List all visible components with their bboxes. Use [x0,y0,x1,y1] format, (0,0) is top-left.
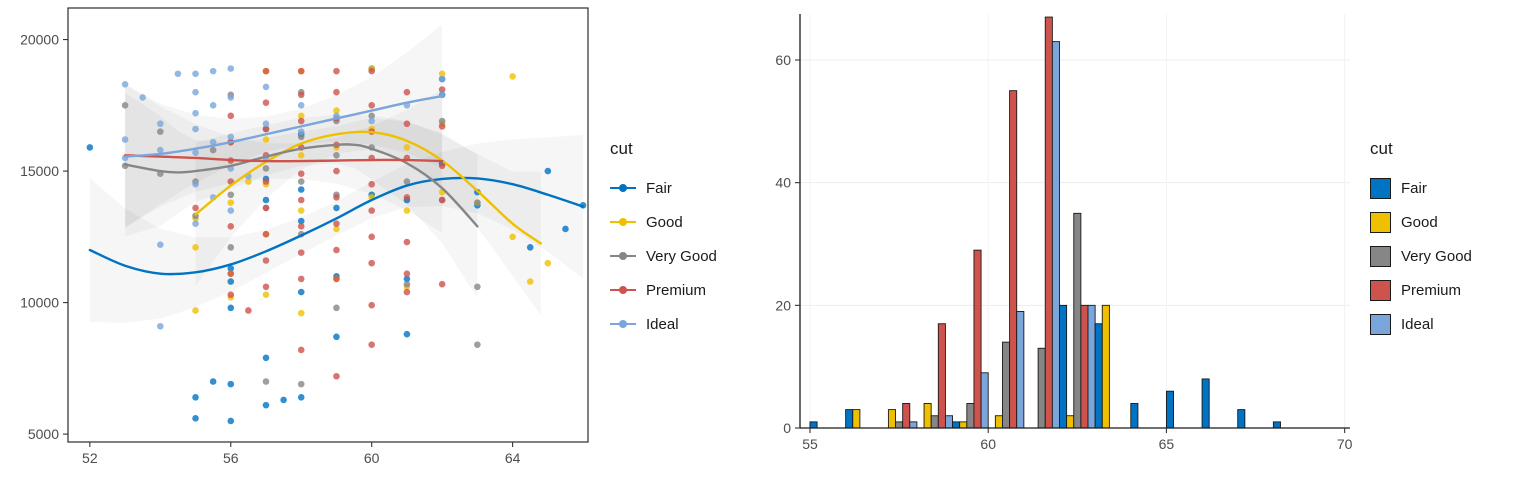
svg-text:70: 70 [1337,436,1353,452]
svg-text:20000: 20000 [20,32,59,48]
legend-item-ideal: Ideal [1370,307,1530,341]
legend-item-label: Ideal [646,315,679,333]
svg-text:10000: 10000 [20,295,59,311]
legend-item-good: Good [1370,205,1530,239]
legend-item-very-good: Very Good [1370,239,1530,273]
svg-text:0: 0 [783,420,791,436]
fill-key-icon [1370,245,1391,267]
fill-key-icon [1370,313,1391,335]
svg-text:40: 40 [775,175,791,191]
histogram-plot-canvas: 55 60 65 70 0 20 40 60 [775,14,1353,452]
legend-item-label: Very Good [646,247,717,265]
smooth-key-icon [610,280,636,300]
svg-text:64: 64 [505,450,521,466]
legend-item-label: Good [646,213,683,231]
fill-key-icon [1370,211,1391,233]
legend-item-very-good: Very Good [610,239,766,273]
legend-item-label: Good [1401,213,1438,231]
legend-item-ideal: Ideal [610,307,766,341]
smooth-key-icon [610,212,636,232]
fill-key-icon [1370,279,1391,301]
legend-item-label: Very Good [1401,247,1472,265]
svg-text:15000: 15000 [20,163,59,179]
svg-text:60: 60 [775,52,791,68]
legend-item-label: Fair [646,179,672,197]
svg-text:55: 55 [802,436,818,452]
svg-text:56: 56 [223,450,239,466]
scatter-plot-canvas: 52 56 60 64 5000 10000 15000 20000 [20,7,589,466]
smooth-key-icon [610,314,636,334]
svg-text:20: 20 [775,297,791,313]
svg-text:60: 60 [364,450,380,466]
smooth-key-icon [610,246,636,266]
legend-item-premium: Premium [610,273,766,307]
legend-item-label: Fair [1401,179,1427,197]
svg-text:5000: 5000 [28,426,59,442]
scatter-chart-figure: 52 56 60 64 5000 10000 15000 20000 [0,0,610,480]
svg-text:60: 60 [980,436,996,452]
fill-key-icon [1370,177,1391,199]
legend-item-label: Premium [1401,281,1462,299]
histogram-chart-figure: 55 60 65 70 0 20 40 60 [766,0,1370,480]
legend-item-fair: Fair [610,171,766,205]
legend-title: cut [1370,139,1393,158]
legend-item-fair: Fair [1370,171,1530,205]
scatter-legend: cut Fair Good Very Good Premium Ideal [610,0,766,480]
legend-item-label: Premium [646,281,707,299]
svg-text:65: 65 [1159,436,1175,452]
histogram-legend: cut Fair Good Very Good Premium Ideal [1370,0,1530,480]
legend-title: cut [610,139,633,158]
legend-item-label: Ideal [1401,315,1434,333]
svg-text:52: 52 [82,450,98,466]
legend-item-premium: Premium [1370,273,1530,307]
smooth-key-icon [610,178,636,198]
legend-item-good: Good [610,205,766,239]
